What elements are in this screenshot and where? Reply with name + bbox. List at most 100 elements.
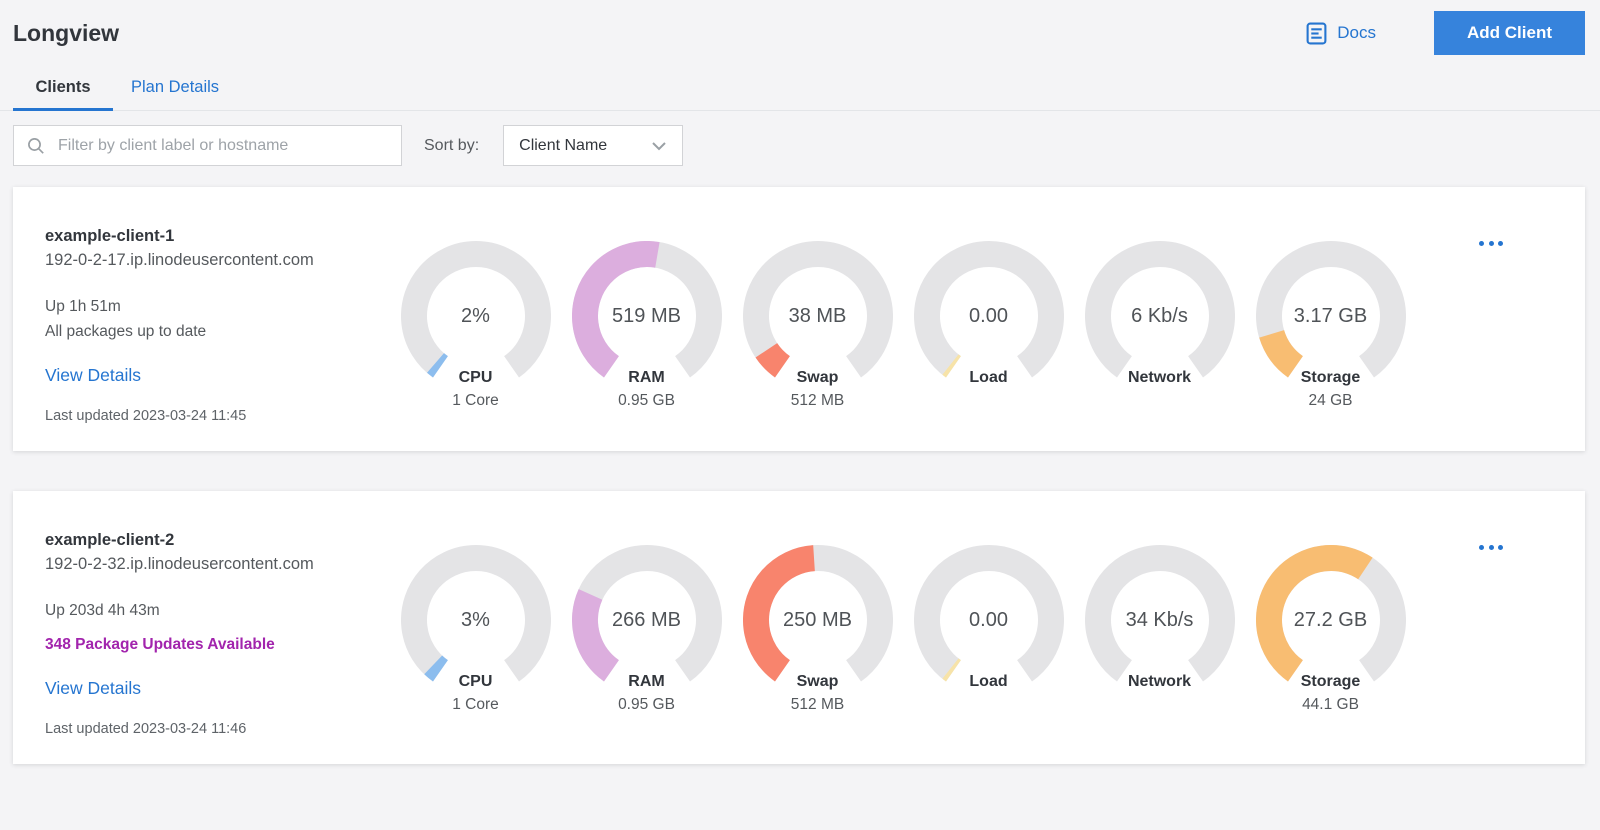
client-uptime: Up 1h 51m [45,298,121,315]
gauge-ring: 250 MB [742,545,893,695]
docs-label: Docs [1337,23,1376,42]
gauge-track [400,241,551,378]
metric-gauge: 266 MB RAM 0.95 GB [561,545,732,738]
page-header: Longview Docs Add Client [13,0,1585,55]
gauge-metric-label: Network [1127,369,1192,386]
packages-status: 348 Package Updates Available [45,636,275,653]
gauge-value: 266 MB [612,608,681,631]
client-card: example-client-2 192-0-2-32.ip.linodeuse… [13,491,1585,764]
gauge-metric-label: Load [969,369,1008,386]
metric-gauge: 27.2 GB Storage 44.1 GB [1245,545,1416,738]
gauge-ring: 2% [400,241,551,391]
gauge-track [913,545,1064,682]
gauge-ring: 0.00 [913,241,1064,391]
gauge-fill [742,545,893,682]
gauge-sublabel: 0.95 GB [618,696,675,713]
gauge-ring: 34 Kb/s [1084,545,1235,695]
gauge-ring: 27.2 GB [1255,545,1406,695]
metric-gauge: 3.17 GB Storage 24 GB [1245,241,1416,425]
gauge-metric-label: Storage [1300,673,1361,690]
ellipsis-dot [1498,545,1503,550]
client-actions-menu-button[interactable] [1475,541,1507,554]
gauge-fill [571,241,722,378]
sort-select[interactable]: Client Name [503,125,684,166]
gauge-row: 3% CPU 1 Core 266 MB RAM 0.95 GB 250 MB … [390,545,1585,738]
gauge-ring: 3.17 GB [1255,241,1406,391]
client-uptime: Up 203d 4h 43m [45,602,160,619]
metric-gauge: 6 Kb/s Network [1074,241,1245,425]
sort-by-label: Sort by: [424,136,480,154]
gauge-track [1255,241,1406,378]
client-hostname: 192-0-2-32.ip.linodeusercontent.com [45,555,314,573]
metric-gauge: 34 Kb/s Network [1074,545,1245,738]
docs-icon [1306,22,1327,45]
gauge-ring: 6 Kb/s [1084,241,1235,391]
gauge-track [400,545,551,682]
gauge-value: 250 MB [783,608,852,631]
client-summary: example-client-2 192-0-2-32.ip.linodeuse… [45,531,390,738]
client-card: example-client-1 192-0-2-17.ip.linodeuse… [13,187,1585,451]
client-actions-menu-button[interactable] [1475,237,1507,250]
gauge-sublabel: 1 Core [452,696,499,713]
gauge-fill [571,545,722,682]
gauge-ring: 3% [400,545,551,695]
client-list: example-client-1 192-0-2-17.ip.linodeuse… [13,187,1585,764]
gauge-value: 519 MB [612,304,681,327]
metric-gauge: 3% CPU 1 Core [390,545,561,738]
ellipsis-dot [1488,241,1494,246]
view-details-row: View Details [45,365,390,386]
gauge-sublabel: 24 GB [1308,392,1353,409]
chevron-down-icon [651,141,667,151]
gauge-value: 3% [461,608,490,631]
page-title: Longview [13,19,120,46]
packages-status: All packages up to date [45,323,207,340]
gauge-value: 34 Kb/s [1125,608,1194,631]
gauge-metric-label: CPU [458,369,493,386]
view-details-link[interactable]: View Details [45,678,141,698]
gauge-value: 38 MB [788,304,847,327]
filter-row: Sort by: Client Name [13,125,1585,166]
sort-select-value: Client Name [519,136,608,154]
gauge-metric-label: Load [969,673,1008,690]
gauge-track [1084,241,1235,378]
tab-clients[interactable]: Clients [13,69,113,111]
gauge-ring: 519 MB [571,241,722,391]
gauge-metric-label: CPU [458,673,493,690]
gauge-ring: 0.00 [913,545,1064,695]
search-icon [27,137,45,155]
gauge-sublabel: 512 MB [790,696,845,713]
metric-gauge: 250 MB Swap 512 MB [732,545,903,738]
gauge-value: 6 Kb/s [1131,304,1188,327]
gauge-metric-label: RAM [628,673,665,690]
add-client-button[interactable]: Add Client [1434,11,1585,55]
gauge-value: 2% [461,304,490,327]
last-updated: Last updated 2023-03-24 11:45 [45,408,247,424]
gauge-metric-label: Swap [796,673,839,690]
client-name: example-client-1 [45,227,175,245]
view-details-link[interactable]: View Details [45,365,141,385]
docs-link[interactable]: Docs [1306,22,1376,45]
gauge-sublabel: 0.95 GB [618,392,675,409]
gauge-ring: 38 MB [742,241,893,391]
metric-gauge: 0.00 Load [903,241,1074,425]
client-summary: example-client-1 192-0-2-17.ip.linodeuse… [45,227,390,425]
gauge-sublabel: 1 Core [452,392,499,409]
client-name: example-client-2 [45,531,175,549]
gauge-value: 27.2 GB [1293,608,1368,631]
tab-plan-details[interactable]: Plan Details [131,78,220,96]
gauge-fill [1255,545,1406,682]
ellipsis-dot [1498,241,1503,246]
gauge-sublabel: 512 MB [790,392,845,409]
header-actions: Docs Add Client [1306,11,1585,55]
gauge-track [913,241,1064,378]
tab-bar: Clients Plan Details [0,69,1600,111]
gauge-metric-label: Swap [796,369,839,386]
gauge-value: 3.17 GB [1293,304,1368,327]
gauge-row: 2% CPU 1 Core 519 MB RAM 0.95 GB 38 MB S… [390,241,1585,425]
search-input[interactable] [56,135,388,156]
search-box [13,125,402,166]
gauge-ring: 266 MB [571,545,722,695]
gauge-track [1084,545,1235,682]
gauge-metric-label: Network [1127,673,1192,690]
longview-page: Longview Docs Add Client Clients Plan De… [0,0,1600,764]
